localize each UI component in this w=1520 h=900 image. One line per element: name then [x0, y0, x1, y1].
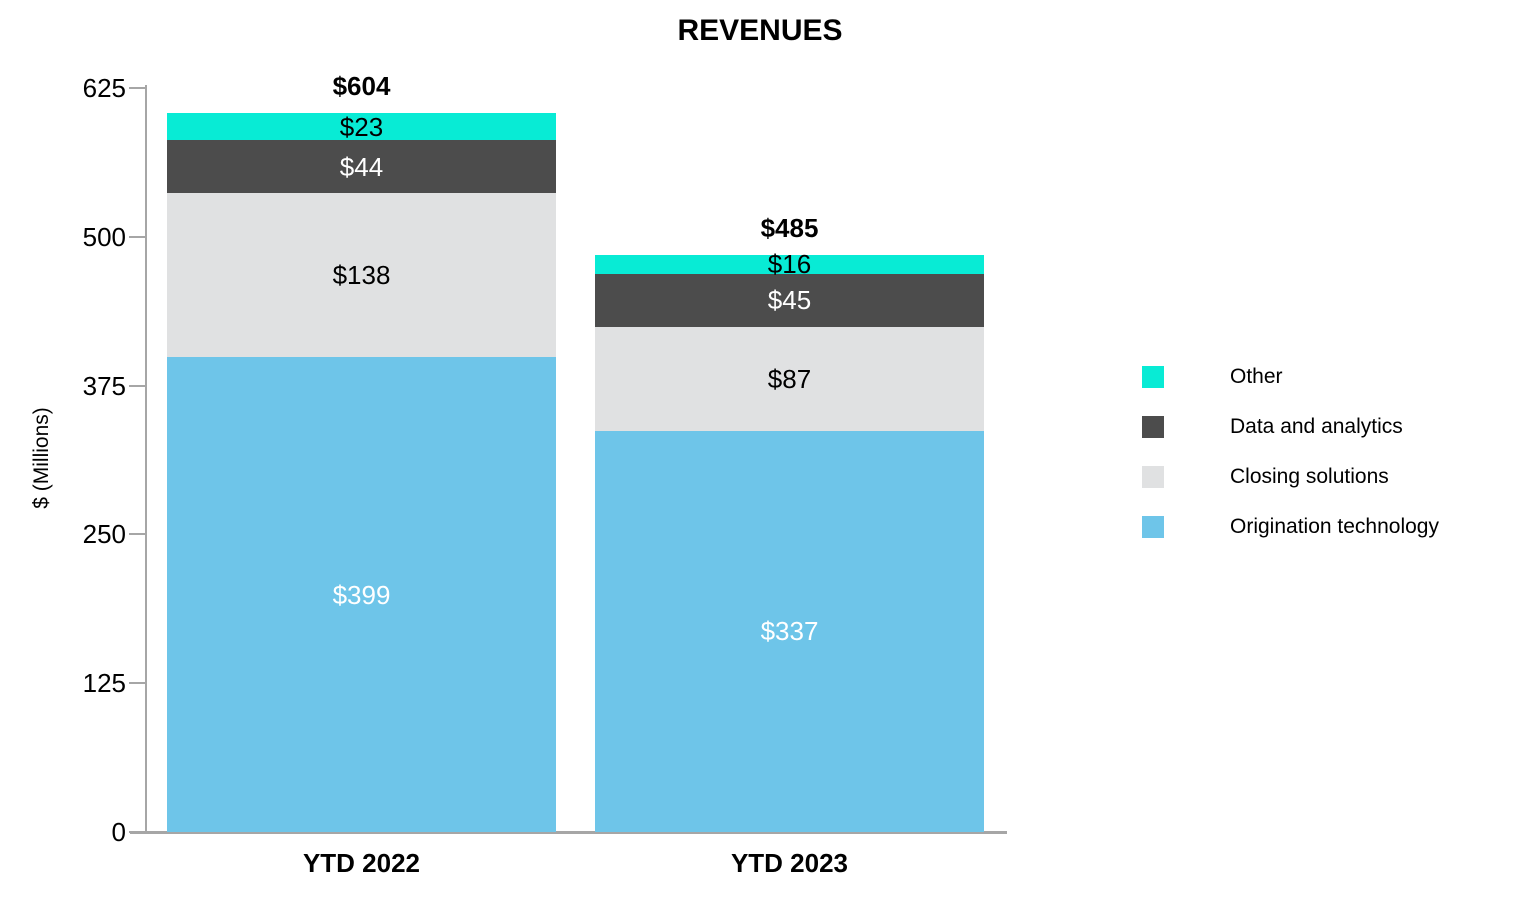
bar-segment-origination-technology: $337: [595, 430, 984, 832]
bar-segment-data-and-analytics: $45: [595, 273, 984, 328]
legend-swatch-icon: [1142, 366, 1164, 388]
y-tick-label: 125: [82, 668, 126, 699]
legend: Other Data and analytics Closing solutions…: [1142, 365, 1439, 566]
bar-segment-data-and-analytics: $44: [167, 140, 556, 193]
legend-swatch-icon: [1142, 416, 1164, 438]
y-tick-mark: [129, 87, 145, 89]
y-tick-mark: [129, 235, 145, 238]
legend-label: Origination technology: [1230, 515, 1439, 538]
bar-total-label: $604: [332, 70, 391, 101]
y-tick-label: 375: [82, 370, 126, 401]
segment-value-label: $87: [767, 364, 812, 395]
bar-total-label: $485: [760, 212, 819, 243]
legend-item-data-and-analytics: Data and analytics: [1142, 415, 1439, 438]
legend-label: Other: [1230, 365, 1283, 388]
legend-label: Data and analytics: [1230, 415, 1403, 438]
legend-item-other: Other: [1142, 365, 1439, 388]
legend-swatch-icon: [1142, 466, 1164, 488]
bar-segment-closing-solutions: $87: [595, 327, 984, 431]
segment-value-label: $399: [332, 579, 391, 610]
y-tick-mark: [129, 533, 145, 536]
y-axis-title: $ (Millions): [30, 407, 53, 509]
y-tick-label: 625: [82, 73, 126, 103]
x-axis-line: [130, 831, 1007, 834]
segment-value-label: $138: [332, 259, 391, 290]
x-category-label: YTD 2023: [730, 848, 849, 878]
x-category-label: YTD 2022: [302, 848, 421, 878]
legend-label: Closing solutions: [1230, 465, 1389, 488]
y-tick-mark: [129, 682, 145, 685]
y-tick-mark: [129, 384, 145, 387]
y-axis-line: [145, 85, 147, 834]
y-tick-label: 250: [82, 519, 126, 550]
y-tick-mark: [129, 831, 145, 833]
bar-segment-origination-technology: $399: [167, 357, 556, 832]
segment-value-label: $16: [767, 249, 812, 280]
y-tick-label: 500: [82, 221, 126, 252]
segment-value-label: $337: [760, 616, 819, 647]
bar-segment-other: $16: [595, 251, 984, 277]
chart-title: REVENUES: [677, 14, 843, 47]
legend-swatch-icon: [1142, 516, 1164, 538]
legend-item-origination-technology: Origination technology: [1142, 515, 1439, 538]
bar-segment-closing-solutions: $138: [167, 192, 556, 358]
y-tick-label: 0: [111, 817, 126, 847]
segment-value-label: $44: [339, 151, 384, 182]
bar-segment-other: $23: [167, 111, 556, 142]
segment-value-label: $45: [767, 285, 812, 316]
segment-value-label: $23: [339, 111, 384, 142]
legend-item-closing-solutions: Closing solutions: [1142, 465, 1439, 488]
